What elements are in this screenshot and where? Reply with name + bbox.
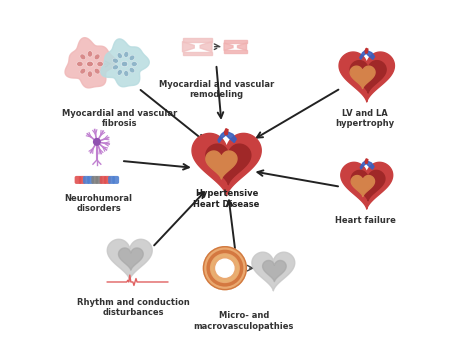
Text: Micro- and
macrovasculopathies: Micro- and macrovasculopathies — [194, 311, 294, 331]
Polygon shape — [263, 261, 286, 282]
Polygon shape — [252, 252, 295, 291]
Polygon shape — [182, 38, 212, 42]
Polygon shape — [237, 43, 246, 51]
FancyBboxPatch shape — [108, 176, 115, 184]
Polygon shape — [206, 151, 237, 179]
Polygon shape — [218, 131, 237, 143]
FancyBboxPatch shape — [96, 176, 102, 184]
Ellipse shape — [117, 53, 122, 58]
FancyBboxPatch shape — [100, 176, 107, 184]
Ellipse shape — [124, 52, 128, 57]
Polygon shape — [365, 48, 368, 53]
Ellipse shape — [117, 70, 122, 75]
Ellipse shape — [94, 54, 100, 60]
FancyBboxPatch shape — [79, 176, 86, 184]
Text: Neurohumoral
disorders: Neurohumoral disorders — [64, 194, 133, 213]
Ellipse shape — [94, 68, 100, 74]
Text: Heart failure: Heart failure — [335, 216, 395, 225]
FancyBboxPatch shape — [104, 176, 111, 184]
Ellipse shape — [88, 71, 92, 77]
Polygon shape — [65, 38, 116, 88]
Ellipse shape — [129, 67, 135, 73]
Ellipse shape — [131, 62, 137, 66]
Polygon shape — [200, 42, 212, 52]
Polygon shape — [206, 144, 251, 185]
Ellipse shape — [87, 61, 93, 67]
Ellipse shape — [80, 68, 86, 74]
Polygon shape — [339, 52, 394, 102]
Circle shape — [203, 247, 246, 290]
Circle shape — [216, 259, 234, 277]
Text: Hypertensive
Heart Disease: Hypertensive Heart Disease — [193, 189, 260, 209]
FancyBboxPatch shape — [74, 176, 82, 184]
Ellipse shape — [121, 61, 128, 67]
Polygon shape — [107, 239, 152, 280]
Polygon shape — [224, 51, 246, 53]
Text: Myocardial and vascular
remodeling: Myocardial and vascular remodeling — [159, 80, 274, 99]
Polygon shape — [360, 51, 374, 60]
Polygon shape — [224, 40, 246, 43]
Ellipse shape — [112, 58, 118, 63]
Ellipse shape — [88, 51, 92, 57]
Polygon shape — [341, 162, 392, 209]
Ellipse shape — [80, 54, 86, 60]
Ellipse shape — [112, 65, 118, 70]
Polygon shape — [224, 43, 233, 51]
Ellipse shape — [124, 71, 128, 76]
Polygon shape — [351, 170, 385, 201]
Polygon shape — [351, 175, 374, 197]
Polygon shape — [350, 61, 386, 93]
Polygon shape — [182, 52, 212, 55]
Polygon shape — [182, 42, 194, 52]
Text: LV and LA
hypertrophy: LV and LA hypertrophy — [336, 109, 394, 128]
Ellipse shape — [97, 62, 103, 66]
Polygon shape — [192, 133, 261, 196]
Polygon shape — [118, 248, 143, 270]
Polygon shape — [360, 161, 374, 169]
FancyBboxPatch shape — [112, 176, 119, 184]
FancyBboxPatch shape — [87, 176, 94, 184]
Text: Rhythm and conduction
disturbances: Rhythm and conduction disturbances — [77, 298, 190, 317]
FancyBboxPatch shape — [83, 176, 90, 184]
Ellipse shape — [129, 55, 135, 61]
Polygon shape — [225, 129, 228, 135]
Polygon shape — [101, 39, 149, 87]
Polygon shape — [365, 159, 368, 164]
FancyBboxPatch shape — [91, 176, 98, 184]
Text: Myocardial and vascular
fibrosis: Myocardial and vascular fibrosis — [62, 109, 177, 128]
Ellipse shape — [77, 62, 83, 66]
Polygon shape — [350, 66, 375, 89]
Circle shape — [93, 139, 100, 145]
